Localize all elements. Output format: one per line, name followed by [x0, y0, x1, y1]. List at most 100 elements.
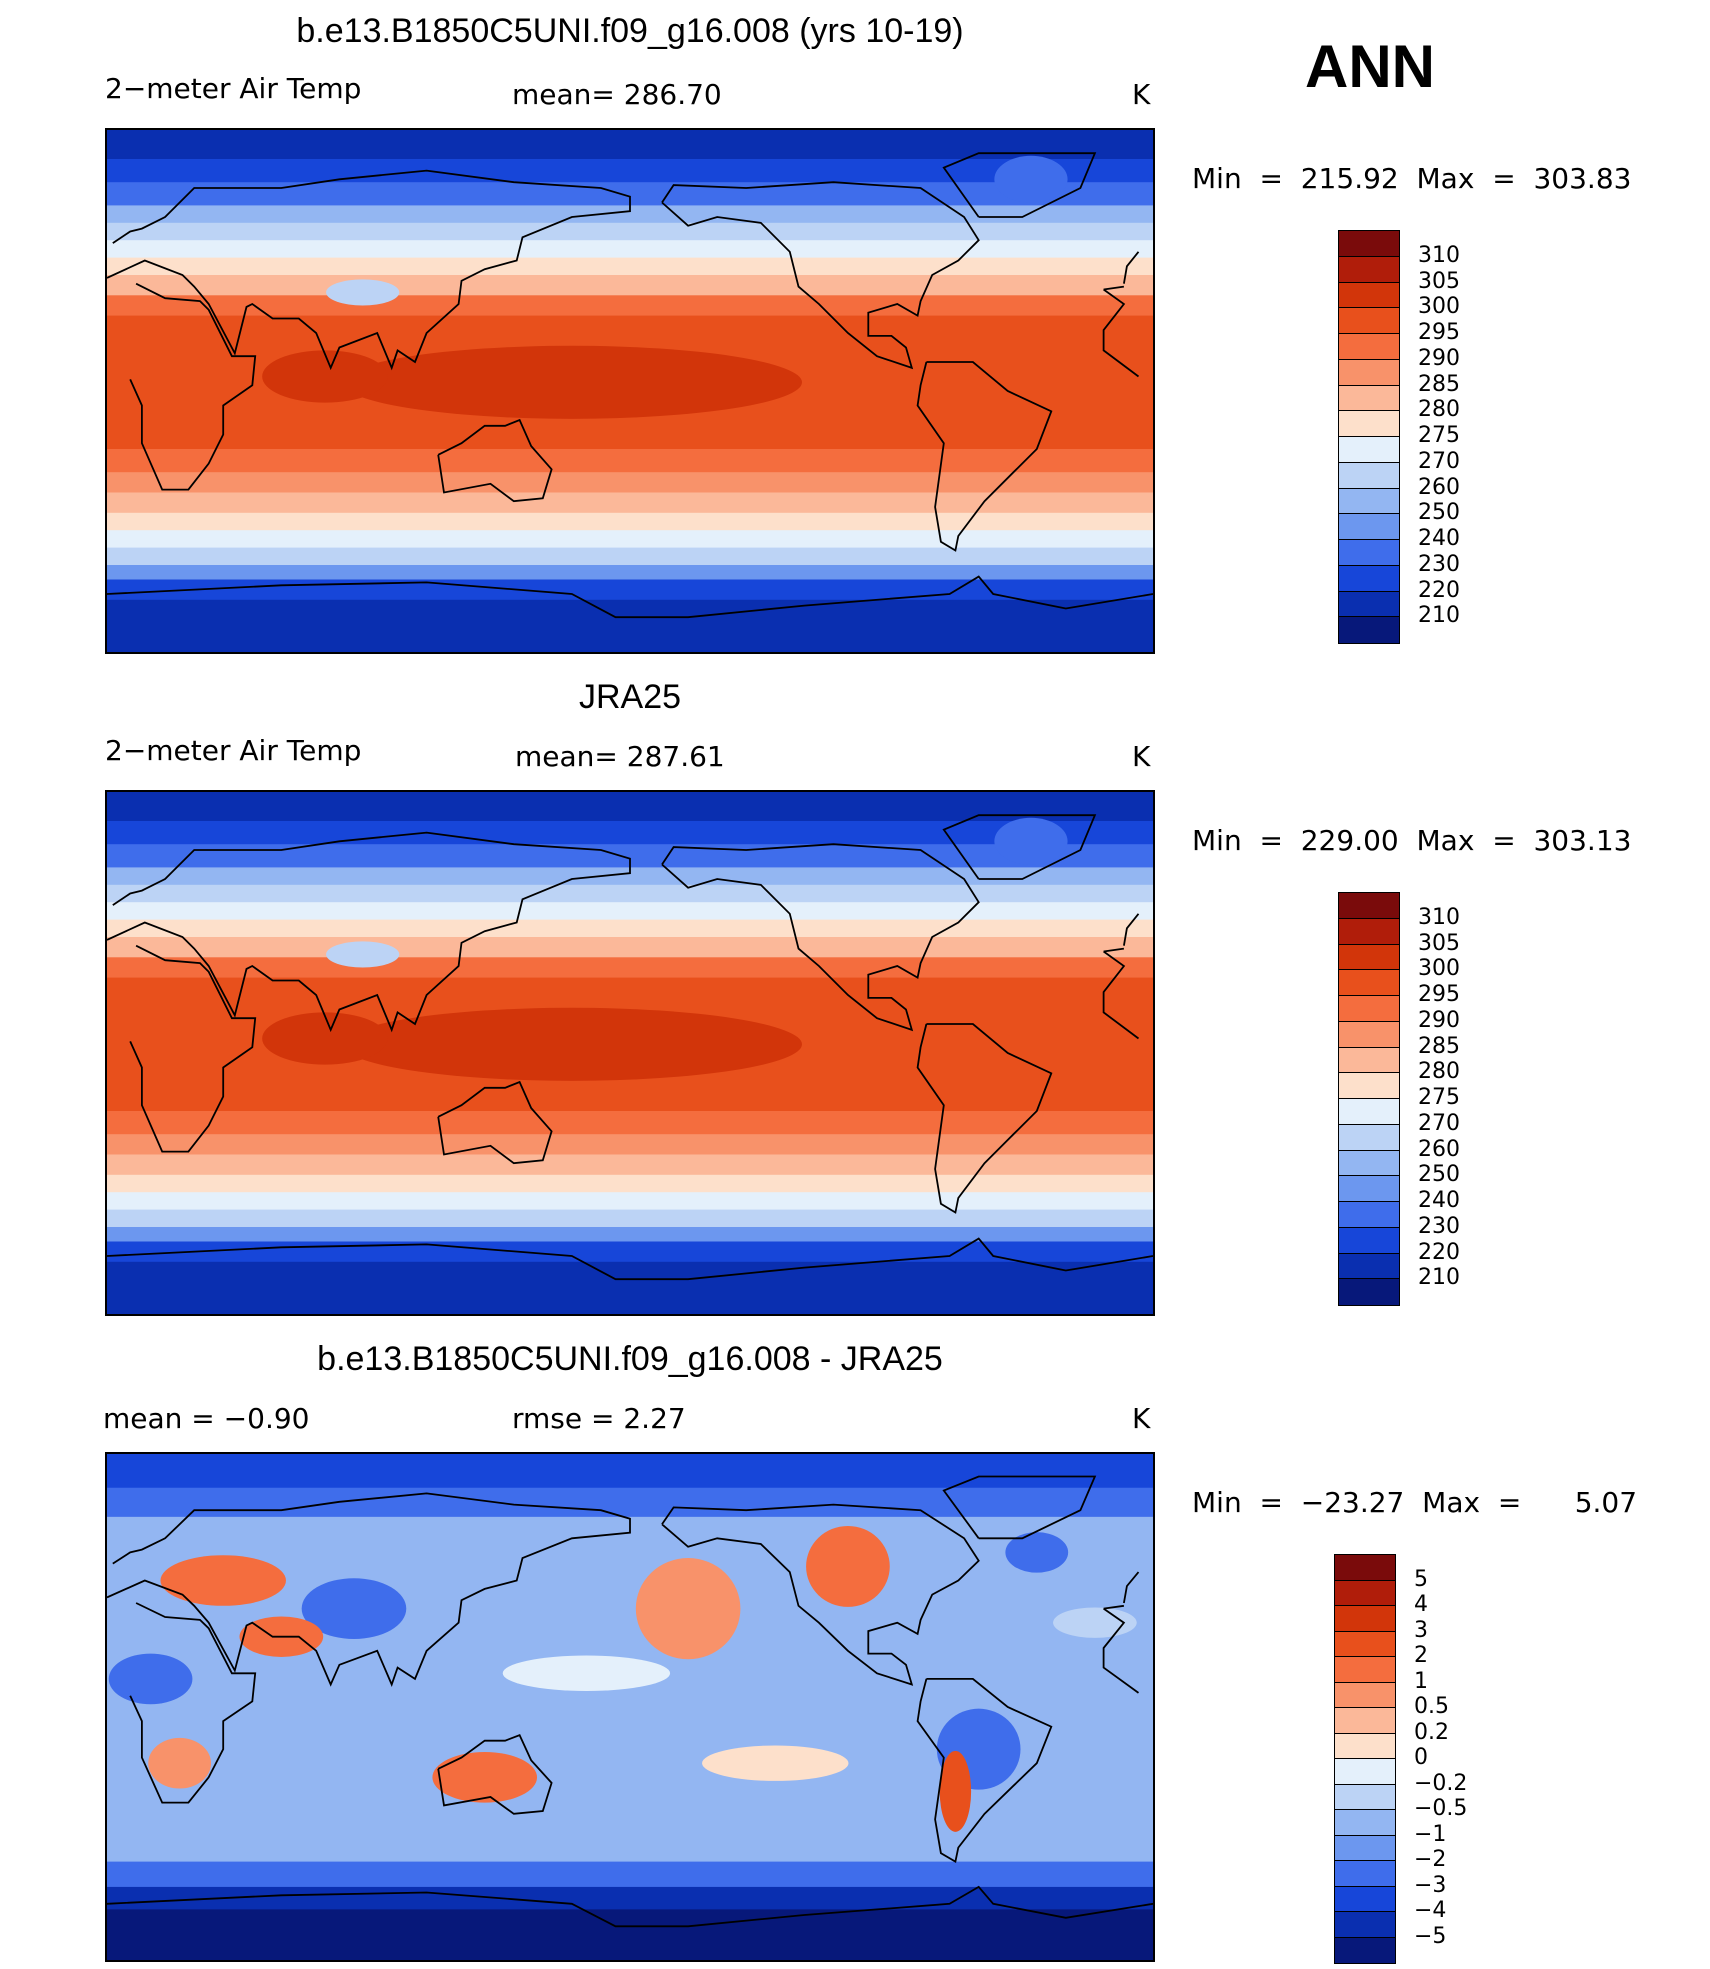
coastline: [129, 1602, 257, 1804]
coastline: [1123, 913, 1140, 946]
colorbar-swatch: [1335, 1937, 1395, 1963]
colorbar-label: 280: [1418, 1059, 1460, 1085]
colorbar-swatch: [1339, 944, 1399, 971]
colorbar-label: −0.2: [1414, 1770, 1468, 1796]
colorbar-swatch: [1339, 282, 1399, 309]
panel-3-mean-label: mean = −0.90: [103, 1402, 310, 1435]
colorbar-swatch: [1335, 1657, 1395, 1683]
coastline: [1103, 1604, 1125, 1610]
colorbar-swatch: [1335, 1835, 1395, 1861]
colorbar-swatch: [1339, 617, 1399, 643]
colorbar-swatch: [1339, 970, 1399, 996]
coastline: [1102, 950, 1140, 1040]
colorbar-label: 270: [1418, 1110, 1460, 1136]
colorbar-swatch: [1339, 1202, 1399, 1228]
colorbar-swatch: [1335, 1733, 1395, 1759]
colorbar-swatch: [1339, 1176, 1399, 1202]
colorbar-swatch: [1335, 1784, 1395, 1810]
difference-anomaly: [702, 1745, 849, 1781]
coastline: [107, 1492, 631, 1687]
temperature-band: [107, 530, 1153, 549]
colorbar-label: 305: [1418, 930, 1460, 956]
panel-1-variable-label: 2−meter Air Temp: [105, 72, 362, 105]
warm-pool: [341, 1007, 803, 1081]
plateau-cold-spot: [326, 279, 400, 306]
coastline: [437, 1733, 553, 1815]
temperature-band: [107, 957, 1153, 979]
colorbar-swatch: [1339, 1099, 1399, 1125]
difference-anomaly: [301, 1578, 407, 1639]
coastline: [129, 282, 257, 491]
colorbar-swatch: [1335, 1606, 1395, 1632]
coastline: [107, 169, 631, 371]
colorbar-label: 300: [1418, 294, 1460, 320]
colorbar-swatch: [1339, 1073, 1399, 1099]
temperature-band: [107, 512, 1153, 532]
coastline: [916, 361, 1053, 552]
colorbar-label: −2: [1414, 1847, 1447, 1872]
colorbar-swatch: [1339, 411, 1399, 437]
temperature-band: [107, 1154, 1153, 1176]
colorbar-label: −0.5: [1414, 1796, 1468, 1821]
temperature-band: [107, 1227, 1153, 1243]
colorbar-swatch: [1339, 256, 1399, 283]
coastline: [1103, 947, 1125, 953]
coastline: [129, 944, 257, 1153]
colorbar-label: 0.5: [1414, 1694, 1449, 1719]
colorbar-swatch: [1335, 1631, 1395, 1657]
panel-1-colorbar: [1338, 230, 1400, 644]
colorbar-swatch: [1335, 1861, 1395, 1887]
temperature-band: [107, 902, 1153, 921]
colorbar-label: −1: [1414, 1821, 1447, 1847]
colorbar-swatch: [1335, 1682, 1395, 1708]
temperature-band: [107, 240, 1153, 259]
temperature-band: [107, 449, 1153, 474]
panel-1-title: b.e13.B1850C5UNI.f09_g16.008 (yrs 10-19): [296, 12, 964, 50]
plateau-cold-spot: [326, 941, 400, 968]
colorbar-label: 250: [1418, 1162, 1460, 1188]
colorbar-label: 220: [1418, 577, 1460, 603]
colorbar-label: 240: [1418, 1188, 1460, 1213]
colorbar-swatch: [1339, 334, 1399, 360]
difference-band: [107, 1886, 1153, 1911]
colorbar-label: 260: [1418, 1136, 1460, 1162]
colorbar-swatch: [1339, 1227, 1399, 1254]
colorbar-label: 275: [1418, 423, 1460, 448]
panel-3-title: b.e13.B1850C5UNI.f09_g16.008 - JRA25: [317, 1340, 943, 1378]
coastline: [107, 1885, 1153, 1928]
coastline: [107, 1237, 1153, 1281]
colorbar-label: 305: [1418, 268, 1460, 294]
coastline: [107, 831, 631, 1033]
difference-anomaly: [635, 1558, 741, 1660]
colorbar-label: 4: [1414, 1592, 1428, 1617]
coastline: [942, 1475, 1097, 1540]
temperature-band: [107, 1134, 1153, 1156]
coastline: [916, 1677, 1053, 1864]
colorbar-label: 210: [1418, 603, 1460, 629]
coastline: [1103, 285, 1125, 291]
temperature-band: [107, 1209, 1153, 1228]
panel-3-colorbar: [1334, 1554, 1396, 1964]
temperature-band: [107, 867, 1153, 886]
colorbar-swatch: [1335, 1708, 1395, 1734]
colorbar-label: 210: [1418, 1265, 1460, 1291]
temperature-band: [107, 1192, 1153, 1211]
temperature-band: [107, 492, 1153, 514]
difference-anomaly: [108, 1653, 193, 1705]
colorbar-swatch: [1339, 514, 1399, 540]
panel-1-map: [105, 128, 1155, 654]
coastline: [942, 814, 1097, 880]
greenland-cold-spot: [994, 155, 1068, 203]
temperature-band: [107, 547, 1153, 566]
colorbar-swatch: [1339, 1047, 1399, 1074]
colorbar-swatch: [1339, 996, 1399, 1022]
colorbar-swatch: [1339, 591, 1399, 618]
coastline: [1123, 1571, 1140, 1604]
colorbar-swatch: [1339, 565, 1399, 592]
panel-2-units: K: [1132, 740, 1151, 773]
panel-3-minmax: Min = −23.27 Max = 5.07: [1192, 1486, 1638, 1519]
temperature-band: [107, 205, 1153, 224]
panel-2-map: [105, 790, 1155, 1316]
colorbar-swatch: [1339, 359, 1399, 386]
difference-anomaly: [432, 1751, 538, 1803]
